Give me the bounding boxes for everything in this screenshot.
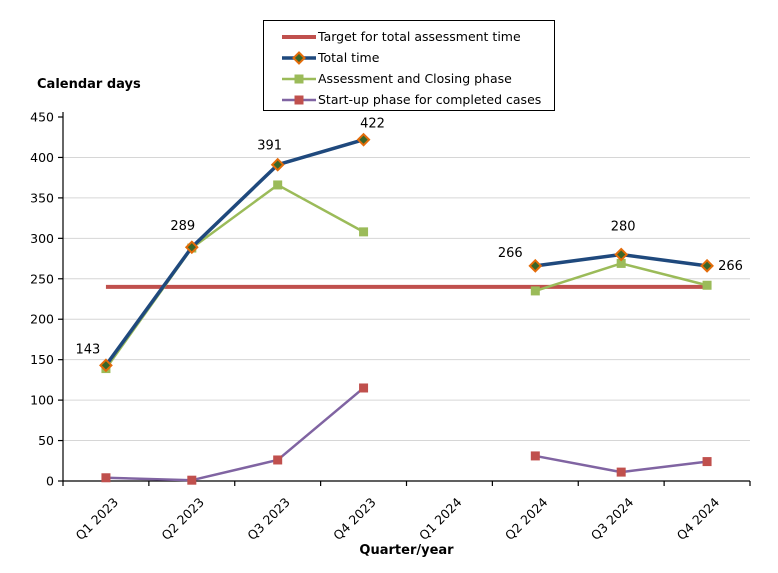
diamond-marker: [700, 258, 714, 273]
y-tick-label: 100: [30, 393, 54, 408]
series-line: [104, 386, 365, 482]
series-0: [99, 132, 714, 373]
legend-swatch-target-line: [282, 34, 316, 39]
y-tick-label: 300: [30, 231, 54, 246]
x-category-label: Q1 2023: [73, 495, 121, 543]
square-marker: [101, 473, 111, 483]
diamond-marker: [614, 247, 629, 262]
series-1: [101, 180, 712, 374]
chart-legend: Target for total assessment time Total t…: [263, 20, 555, 111]
square-marker: [616, 467, 626, 477]
x-category-label: Q2 2023: [158, 495, 206, 543]
x-axis-title: Quarter/year: [359, 543, 454, 558]
legend-swatch-assessment-phase: [282, 74, 316, 83]
y-axis-title: Calendar days: [37, 77, 141, 92]
square-marker: [359, 227, 369, 237]
legend-item-total-time: Total time: [282, 47, 554, 68]
legend-label-startup-phase: Start-up phase for completed cases: [318, 91, 542, 107]
y-tick-label: 250: [30, 271, 54, 286]
data-point-label: 266: [718, 259, 743, 274]
y-tick-label: 200: [30, 312, 54, 327]
x-category-label: Q4 2023: [330, 495, 378, 543]
y-tick-label: 50: [38, 433, 54, 448]
square-marker: [616, 258, 626, 268]
square-marker: [702, 280, 712, 290]
series-2: [101, 383, 712, 485]
data-point-label: 143: [76, 342, 101, 357]
data-point-label: 289: [170, 219, 195, 234]
x-category-label: Q2 2024: [502, 494, 551, 543]
x-category-label: Q3 2024: [588, 494, 637, 543]
diamond-marker: [292, 50, 306, 65]
square-marker: [294, 95, 304, 104]
y-tick-label: 450: [30, 110, 54, 125]
square-marker: [359, 383, 369, 393]
x-category-label: Q4 2024: [674, 494, 723, 543]
legend-swatch-startup-phase: [282, 95, 316, 104]
x-category-label: Q3 2023: [244, 495, 292, 543]
legend-item-target: Target for total assessment time: [282, 26, 554, 47]
data-point-label: 422: [360, 117, 385, 132]
y-tick-label: 400: [30, 150, 54, 165]
y-tick-label: 0: [46, 474, 54, 489]
diamond-marker: [528, 258, 543, 273]
square-marker: [187, 475, 197, 485]
data-point-label: 280: [611, 220, 636, 235]
legend-swatch-total-time: [282, 50, 316, 65]
diamond-marker: [356, 132, 371, 147]
square-marker: [530, 451, 540, 461]
square-marker: [294, 74, 304, 83]
square-marker: [530, 286, 540, 296]
square-marker: [273, 180, 283, 190]
legend-item-assessment-phase: Assessment and Closing phase: [282, 68, 554, 89]
square-marker: [273, 455, 283, 465]
diamond-marker: [270, 157, 285, 172]
legend-item-startup-phase: Start-up phase for completed cases: [282, 89, 554, 110]
data-point-label: 266: [498, 246, 523, 261]
y-tick-label: 150: [30, 352, 54, 367]
series-line: [104, 137, 366, 368]
legend-label-target: Target for total assessment time: [318, 28, 521, 44]
data-point-label: 391: [257, 139, 282, 154]
x-category-label: Q1 2024: [416, 494, 465, 543]
y-tick-label: 350: [30, 190, 54, 205]
diamond-marker: [184, 240, 199, 255]
series-line: [104, 183, 365, 370]
square-marker: [702, 457, 712, 467]
legend-label-assessment-phase: Assessment and Closing phase: [318, 70, 512, 86]
legend-label-total-time: Total time: [318, 49, 380, 65]
diamond-marker: [99, 358, 113, 373]
